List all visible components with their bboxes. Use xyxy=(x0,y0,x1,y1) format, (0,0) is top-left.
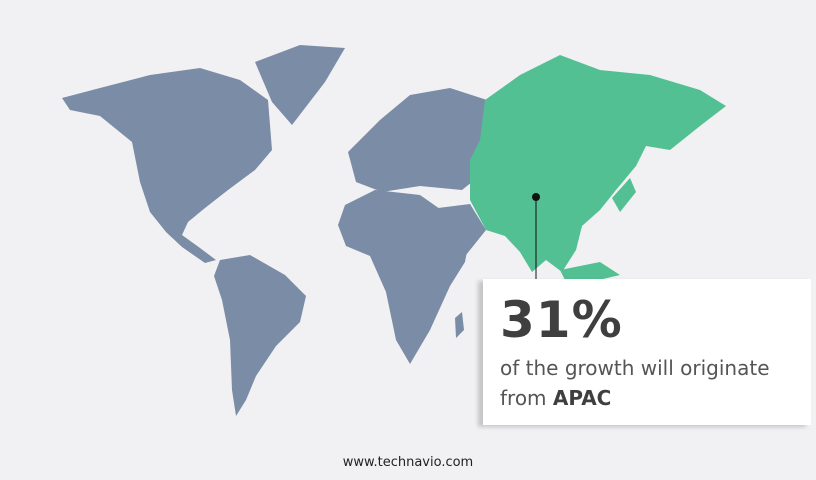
middle-east xyxy=(438,204,486,260)
pin-dot xyxy=(532,193,540,201)
madagascar xyxy=(455,312,464,338)
apac-region xyxy=(470,55,726,300)
south-america xyxy=(214,255,306,416)
stat-callout: 31% of the growth will originate from AP… xyxy=(483,279,811,425)
africa xyxy=(338,190,470,364)
footer-url: www.technavio.com xyxy=(342,455,474,470)
region-name: APAC xyxy=(552,386,612,410)
greenland xyxy=(255,45,345,125)
growth-description: of the growth will originate from APAC xyxy=(500,356,770,410)
growth-percent: 31% xyxy=(500,291,623,349)
europe xyxy=(348,88,487,192)
north-america xyxy=(62,68,272,263)
